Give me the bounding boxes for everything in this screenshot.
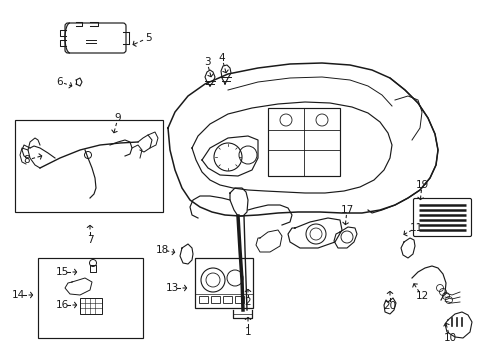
Bar	[223, 296, 231, 303]
Bar	[267, 108, 339, 176]
Text: 9: 9	[115, 113, 121, 123]
Bar	[38, 258, 142, 338]
Text: 17: 17	[340, 205, 353, 215]
Text: 2: 2	[244, 297, 251, 307]
Text: 14: 14	[11, 290, 24, 300]
Text: 13: 13	[165, 283, 178, 293]
Bar	[80, 298, 102, 314]
Text: 19: 19	[414, 180, 428, 190]
Text: 11: 11	[408, 223, 422, 233]
Bar	[195, 258, 252, 308]
Text: 4: 4	[218, 53, 225, 63]
Text: 20: 20	[383, 301, 396, 311]
Text: 10: 10	[443, 333, 456, 343]
Text: 12: 12	[414, 291, 428, 301]
Bar	[199, 296, 207, 303]
Text: 8: 8	[23, 155, 30, 165]
Bar	[235, 296, 244, 303]
Text: 15: 15	[55, 267, 68, 277]
Text: 5: 5	[144, 33, 151, 43]
Text: 7: 7	[86, 235, 93, 245]
Text: 6: 6	[57, 77, 63, 87]
Text: 1: 1	[244, 327, 251, 337]
Text: 3: 3	[203, 57, 210, 67]
Text: 18: 18	[155, 245, 168, 255]
Bar	[15, 120, 163, 212]
Bar	[210, 296, 220, 303]
Text: 16: 16	[55, 300, 68, 310]
